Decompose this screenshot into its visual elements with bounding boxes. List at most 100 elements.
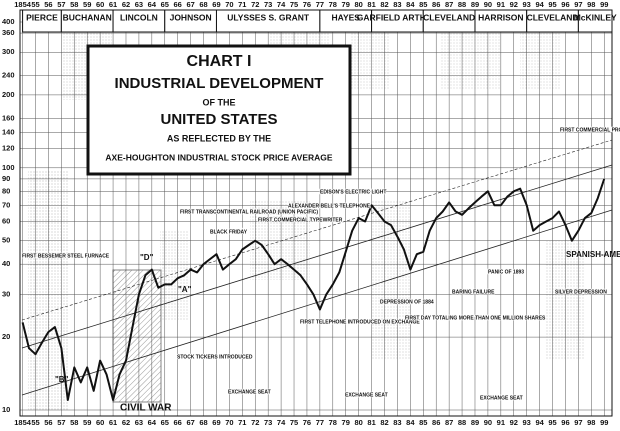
x-tick-label: 95 [548,418,556,427]
x-tick-label: 74 [277,0,286,9]
y-tick-label: 80 [2,186,10,195]
annotation: ALEXANDER BELL'S TELEPHONE [288,203,371,209]
x-tick-label: 71 [238,418,246,427]
x-tick-label: 64 [148,418,157,427]
x-tick-label: 96 [561,0,569,9]
x-tick-label: 93 [523,0,531,9]
x-tick-label: 70 [225,418,233,427]
trend-line [21,139,613,321]
x-tick-label: 75 [290,0,298,9]
x-tick-label: 56 [44,418,52,427]
price-line [21,178,606,401]
y-tick-label: 60 [2,217,10,226]
x-tick-label: 77 [316,418,324,427]
title-line: INDUSTRIAL DEVELOPMENT [115,75,324,92]
x-tick-label: 79 [342,0,350,9]
x-tick-label: 97 [574,418,582,427]
annotation: FIRST COMMERCIAL PRODUCTION AUTOMOBILES [560,127,620,133]
x-tick-label: 85 [419,418,427,427]
x-tick-label: 92 [510,0,518,9]
x-tick-label: 87 [445,418,453,427]
x-tick-label: 86 [432,418,440,427]
y-tick-label: 40 [2,259,10,268]
x-tick-label: 98 [587,418,595,427]
x-tick-label: 80 [354,418,362,427]
x-tick-label: 88 [458,418,466,427]
x-tick-label: 65 [161,0,169,9]
x-tick-label: 91 [497,0,505,9]
x-tick-label: 83 [393,0,401,9]
x-tick-label: 96 [561,418,569,427]
x-tick-label: 58 [70,418,78,427]
president-name: PIERCE [26,12,58,22]
y-tick-label: 70 [2,200,10,209]
y-tick-label: 100 [2,163,15,172]
annotation: "B" [55,375,69,384]
x-tick-label: 80 [354,0,362,9]
annotation: FIRST COMMERCIAL TYPEWRITER [258,217,343,223]
x-tick-label: 55 [31,0,39,9]
x-tick-label: 93 [523,418,531,427]
x-tick-label: 67 [186,0,194,9]
x-tick-label: 95 [548,0,556,9]
x-tick-label: 90 [484,0,492,9]
x-tick-label: 57 [57,418,65,427]
president-name: CLEVELAND [423,12,475,22]
x-tick-label: 78 [329,0,337,9]
y-tick-label: 400 [2,17,15,26]
x-tick-label: 76 [303,418,311,427]
x-tick-label: 84 [406,0,415,9]
annotation: "A" [178,285,192,294]
annotation: FIRST DAY TOTALING MORE THAN ONE MILLION… [405,315,546,321]
y-tick-label: 120 [2,144,15,153]
title-line: CHART I [187,53,252,70]
x-tick-label: 63 [135,418,143,427]
x-tick-label: 81 [367,418,375,427]
shaded-period [250,200,310,280]
annotation: STOCK TICKERS INTRODUCED [177,354,253,360]
x-tick-label: 88 [458,0,466,9]
civil-war-box [112,269,162,403]
president-name: LINCOLN [120,12,158,22]
x-tick-label: 99 [600,418,608,427]
annotation: FIRST TELEPHONE INTRODUCED ON EXCHANGE [300,319,420,325]
x-tick-label: 87 [445,0,453,9]
x-tick-label: 68 [199,418,207,427]
x-tick-label: 61 [109,0,117,9]
x-tick-label: 1854 [14,418,32,427]
annotation: PANIC OF 1893 [488,269,524,275]
annotation: FIRST BESSEMER STEEL FURNACE [22,253,110,259]
x-tick-label: 56 [44,0,52,9]
x-tick-label: 69 [212,418,220,427]
x-tick-label: 83 [393,418,401,427]
x-tick-label: 99 [600,0,608,9]
x-tick-label: 64 [148,0,157,9]
president-name: McKINLEY [574,12,617,22]
x-tick-label: 91 [497,418,505,427]
annotation: EXCHANGE SEAT [345,392,388,398]
annotation: SPANISH-AMERICAN WAR [566,250,620,259]
x-tick-label: 79 [342,418,350,427]
title-line: AS REFLECTED BY THE [167,133,271,143]
annotation: "D" [140,253,154,262]
x-tick-label: 98 [587,0,595,9]
x-tick-label: 63 [135,0,143,9]
x-tick-label: 97 [574,0,582,9]
annotation: FIRST TRANSCONTINENTAL RAILROAD (UNION P… [180,209,318,215]
x-tick-label: 77 [316,0,324,9]
annotation: EDISON'S ELECTRIC LIGHT [320,189,386,195]
shaded-period [520,30,560,90]
president-name: JOHNSON [170,12,212,22]
shaded-period [350,30,390,90]
x-tick-label: 81 [367,0,375,9]
annotation: BARING FAILURE [452,289,495,295]
x-tick-label: 60 [96,418,104,427]
annotation: SILVER DEPRESSION [555,289,607,295]
x-tick-label: 92 [510,418,518,427]
y-tick-label: 300 [2,47,15,56]
president-name: CLEVELAND [527,12,579,22]
x-tick-label: 59 [83,418,91,427]
y-tick-label: 140 [2,127,15,136]
